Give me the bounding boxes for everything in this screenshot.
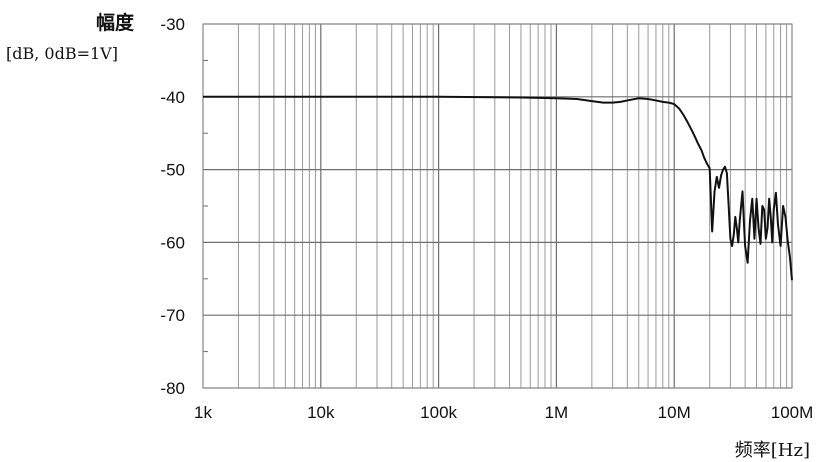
x-tick-label: 10M xyxy=(658,403,691,422)
y-tick-label: -50 xyxy=(160,161,185,180)
x-tick-label: 1M xyxy=(545,403,569,422)
y-tick-label: -60 xyxy=(160,233,185,252)
series-layer xyxy=(203,95,793,281)
x-tick-label: 10k xyxy=(307,403,335,422)
y-tick-label: -30 xyxy=(160,15,185,34)
x-tick-label: 100k xyxy=(420,403,457,422)
y-tick-label: -80 xyxy=(160,379,185,398)
y-tick-label: -70 xyxy=(160,306,185,325)
y-axis-title: 幅度 xyxy=(95,12,134,34)
x-axis-ticks: 1k 10k 100k 1M 10M 100M xyxy=(194,403,813,422)
y-tick-label: -40 xyxy=(160,88,185,107)
minor-gridlines xyxy=(237,24,788,388)
y-axis-unit: [dB, 0dB=1V] xyxy=(6,44,118,63)
plot-area-frame xyxy=(202,23,793,389)
series-line xyxy=(203,95,793,281)
x-tick-label: 100M xyxy=(771,403,814,422)
y-axis-ticks: -30 -40 -50 -60 -70 -80 xyxy=(160,15,185,398)
x-tick-label: 1k xyxy=(194,403,212,422)
major-gridlines xyxy=(202,23,793,389)
x-axis-title: 频率[Hz] xyxy=(734,440,810,461)
